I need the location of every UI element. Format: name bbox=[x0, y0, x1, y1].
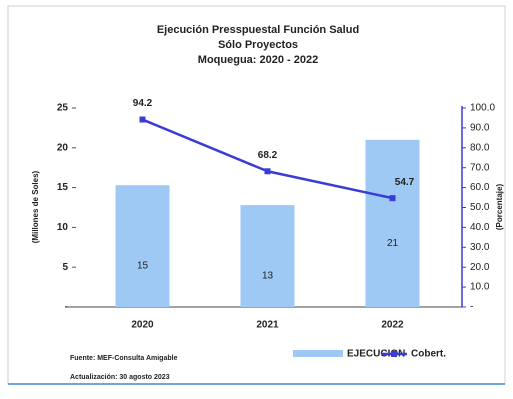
line-value-label: 94.2 bbox=[133, 98, 153, 109]
legend-label: EJECUCION bbox=[347, 349, 405, 360]
y2-tick-label: 50.0 bbox=[470, 202, 490, 213]
line-value-label: 54.7 bbox=[395, 177, 415, 188]
update-note: Actualización: 30 agosto 2023 bbox=[70, 374, 170, 381]
chart-frame bbox=[7, 5, 506, 385]
y-tick-label: 20 bbox=[57, 142, 69, 153]
bar bbox=[115, 185, 170, 307]
y2-tick-label: 100.0 bbox=[470, 103, 495, 114]
line-marker bbox=[389, 195, 396, 202]
x-tick-label: 2022 bbox=[381, 320, 404, 331]
y-tick-label: 15 bbox=[57, 182, 69, 193]
y2-tick-label: - bbox=[470, 302, 473, 313]
y2-tick-label: 60.0 bbox=[470, 182, 490, 193]
y2-tick-label: 90.0 bbox=[470, 123, 490, 134]
chart-subtitle: Sólo Proyectos bbox=[218, 39, 298, 51]
line-value-label: 68.2 bbox=[258, 150, 278, 161]
x-tick-label: 2020 bbox=[131, 320, 154, 331]
y2-tick-label: 80.0 bbox=[470, 142, 490, 153]
bar-value-label: 15 bbox=[137, 261, 149, 272]
y-axis-label: (Millones de Soles) bbox=[31, 170, 40, 243]
chart-subtitle: Moquegua: 2020 - 2022 bbox=[198, 54, 318, 66]
y2-tick-label: 70.0 bbox=[470, 162, 490, 173]
line-marker bbox=[264, 168, 271, 175]
y-tick-label: 25 bbox=[57, 103, 69, 114]
y2-tick-label: 40.0 bbox=[470, 222, 490, 233]
y2-axis-label: (Porcentaje) bbox=[495, 184, 504, 231]
x-tick-label: 2021 bbox=[256, 320, 279, 331]
bar bbox=[240, 205, 295, 307]
y-tick-label: 5 bbox=[62, 262, 68, 273]
legend-swatch bbox=[293, 350, 343, 357]
bar bbox=[365, 139, 420, 307]
legend-marker bbox=[391, 351, 397, 357]
y2-tick-label: 10.0 bbox=[470, 282, 490, 293]
bar-value-label: 21 bbox=[387, 238, 399, 249]
y2-tick-label: 30.0 bbox=[470, 242, 490, 253]
y-tick-label: 10 bbox=[57, 222, 69, 233]
chart-title: Ejecución Presspuestal Función Salud bbox=[157, 24, 359, 36]
legend-label: Cobert. bbox=[411, 349, 446, 360]
source-note: Fuente: MEF-Consulta Amigable bbox=[70, 355, 178, 362]
bar-value-label: 13 bbox=[262, 271, 274, 282]
y2-tick-label: 20.0 bbox=[470, 262, 490, 273]
line-marker bbox=[139, 116, 146, 123]
